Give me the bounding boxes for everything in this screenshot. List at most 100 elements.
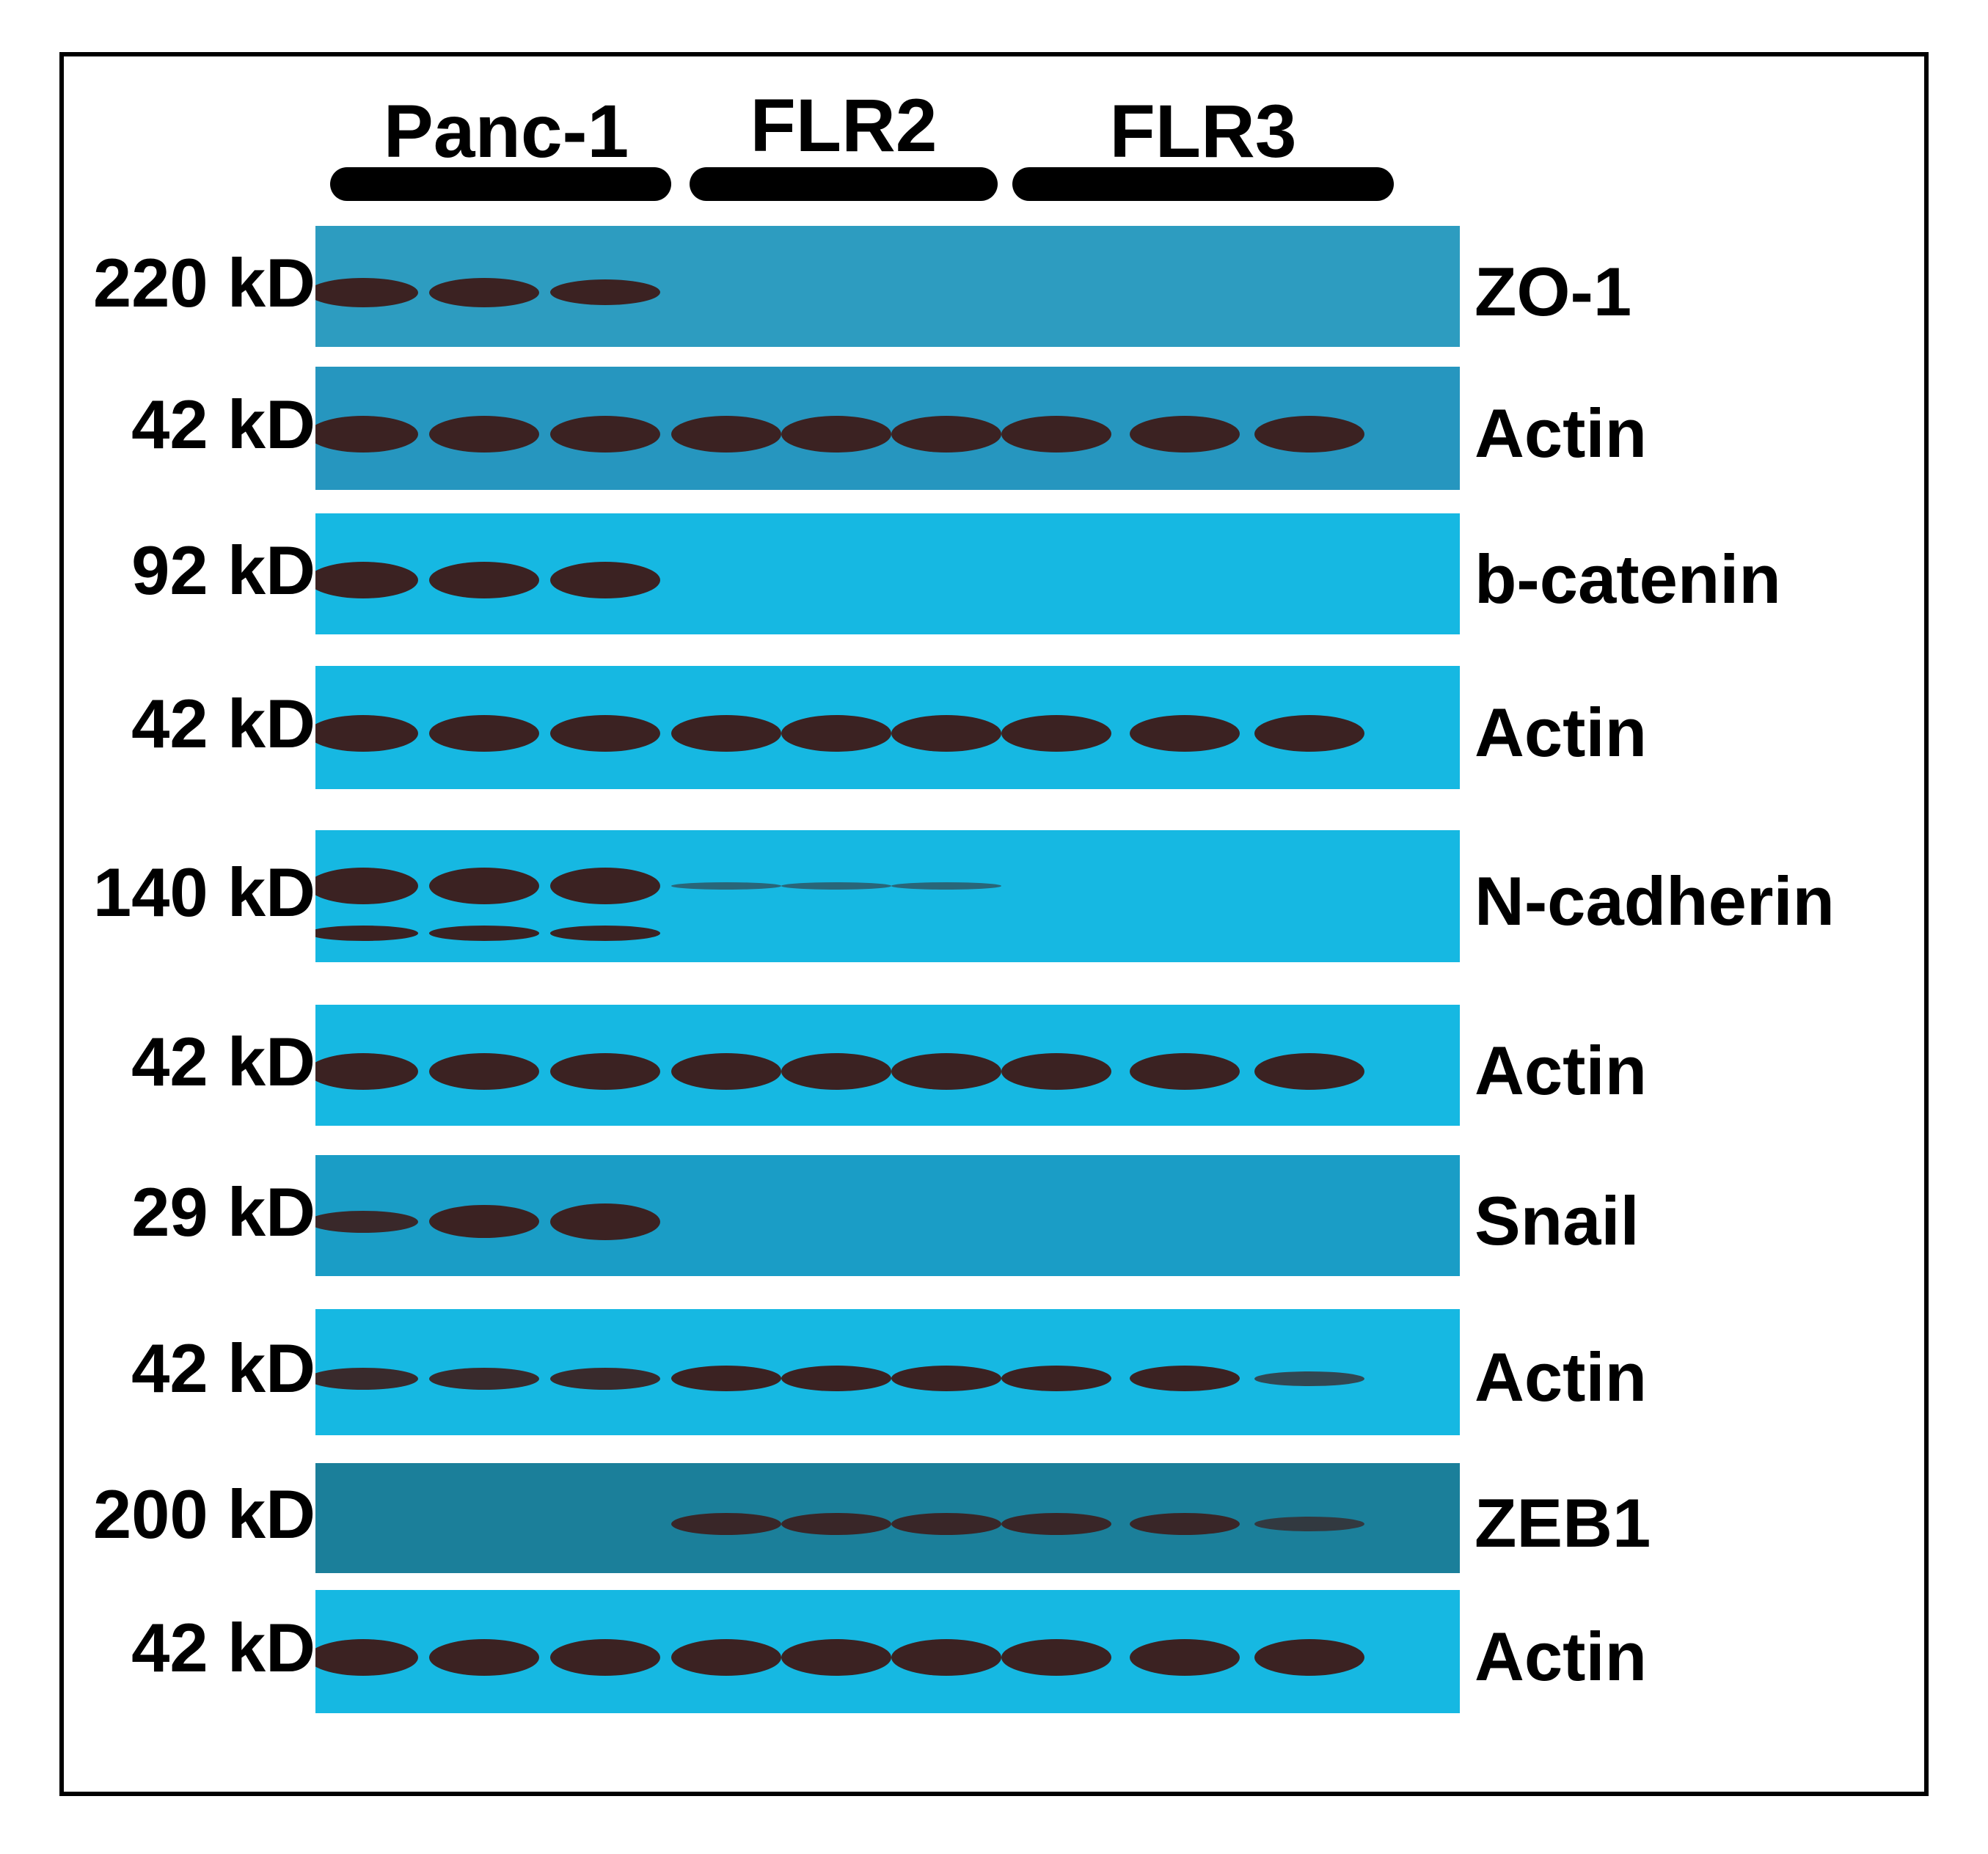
molecular-weight-label: 140 kD	[92, 854, 315, 931]
protein-band	[1254, 715, 1364, 752]
lane-group-label-flr3: FLR3	[1109, 89, 1297, 173]
protein-band	[1254, 1052, 1364, 1090]
lane-group-bar-panc1	[330, 167, 671, 201]
blot-panel	[315, 367, 1460, 490]
protein-band	[550, 1203, 660, 1240]
lane-group-bar-flr2	[690, 167, 998, 201]
protein-band	[781, 882, 891, 890]
protein-name-label: N-cadherin	[1474, 862, 1835, 939]
protein-band	[781, 1052, 891, 1090]
protein-name-label: Actin	[1474, 1618, 1647, 1695]
protein-band	[891, 715, 1001, 752]
molecular-weight-label: 220 kD	[92, 243, 315, 321]
protein-band	[1130, 715, 1240, 752]
protein-band	[891, 416, 1001, 453]
protein-band	[891, 1366, 1001, 1392]
protein-band	[891, 1052, 1001, 1090]
protein-band	[1130, 1052, 1240, 1090]
molecular-weight-label: 92 kD	[131, 531, 315, 609]
protein-band	[891, 1512, 1001, 1535]
molecular-weight-label: 42 kD	[131, 1609, 315, 1686]
protein-name-label: Actin	[1474, 1031, 1647, 1109]
molecular-weight-label: 200 kD	[92, 1476, 315, 1553]
protein-band	[781, 1639, 891, 1677]
protein-band	[1130, 1512, 1240, 1535]
protein-band-secondary	[550, 926, 660, 941]
protein-name-label: ZEB1	[1474, 1484, 1651, 1561]
protein-band	[315, 277, 418, 307]
protein-band	[315, 1367, 418, 1390]
blot-panel	[315, 1590, 1460, 1713]
protein-band	[1254, 416, 1364, 453]
protein-band	[1254, 1639, 1364, 1677]
molecular-weight-label: 42 kD	[131, 685, 315, 762]
protein-band	[315, 561, 418, 598]
protein-band	[429, 1052, 539, 1090]
protein-band	[550, 1639, 660, 1677]
protein-band	[781, 1366, 891, 1392]
protein-band	[781, 1512, 891, 1535]
protein-band	[781, 416, 891, 453]
blot-panel	[315, 1005, 1460, 1126]
protein-name-label: ZO-1	[1474, 252, 1632, 330]
molecular-weight-label: 42 kD	[131, 1022, 315, 1100]
protein-name-label: Actin	[1474, 395, 1647, 472]
protein-band	[550, 561, 660, 598]
blot-panel	[315, 830, 1460, 962]
protein-band	[315, 1052, 418, 1090]
protein-band	[550, 416, 660, 453]
protein-name-label: b-catenin	[1474, 540, 1781, 618]
protein-band	[891, 1639, 1001, 1677]
protein-band	[1001, 1512, 1111, 1535]
figure-frame	[59, 52, 1929, 1796]
protein-band	[671, 882, 781, 890]
blot-panel	[315, 666, 1460, 789]
protein-band	[550, 1052, 660, 1090]
molecular-weight-label: 42 kD	[131, 1330, 315, 1407]
protein-band	[315, 1639, 418, 1677]
protein-band	[429, 715, 539, 752]
lane-group-bar-flr3	[1012, 167, 1394, 201]
molecular-weight-label: 29 kD	[131, 1173, 315, 1250]
protein-band	[781, 715, 891, 752]
protein-band	[550, 279, 660, 306]
blot-panel	[315, 1463, 1460, 1573]
protein-band	[1130, 416, 1240, 453]
protein-band	[550, 867, 660, 904]
protein-band	[671, 1639, 781, 1677]
protein-band	[1001, 1639, 1111, 1677]
protein-band	[429, 1205, 539, 1239]
protein-band	[1001, 1052, 1111, 1090]
protein-band	[315, 416, 418, 453]
protein-band	[671, 715, 781, 752]
protein-band	[315, 867, 418, 904]
blot-panel	[315, 513, 1460, 634]
molecular-weight-label: 42 kD	[131, 386, 315, 463]
blot-panel	[315, 226, 1460, 347]
protein-band	[429, 1367, 539, 1390]
protein-band	[429, 867, 539, 904]
protein-band-secondary	[429, 926, 539, 941]
protein-name-label: Actin	[1474, 1338, 1647, 1415]
protein-band	[1254, 1371, 1364, 1386]
protein-band	[429, 1639, 539, 1677]
protein-band	[550, 1367, 660, 1390]
protein-band	[429, 277, 539, 307]
protein-name-label: Actin	[1474, 694, 1647, 771]
lane-group-label-panc1: Panc-1	[383, 89, 629, 173]
protein-band	[550, 715, 660, 752]
protein-name-label: Snail	[1474, 1181, 1640, 1259]
protein-band	[1254, 1516, 1364, 1531]
protein-band	[1001, 416, 1111, 453]
protein-band	[429, 561, 539, 598]
lane-group-label-flr2: FLR2	[750, 84, 938, 167]
blot-panel	[315, 1309, 1460, 1435]
protein-band	[671, 1366, 781, 1392]
protein-band	[671, 1052, 781, 1090]
blot-panel	[315, 1155, 1460, 1276]
protein-band-secondary	[315, 926, 418, 941]
protein-band	[671, 1512, 781, 1535]
protein-band	[1130, 1366, 1240, 1392]
protein-band	[315, 1210, 418, 1233]
